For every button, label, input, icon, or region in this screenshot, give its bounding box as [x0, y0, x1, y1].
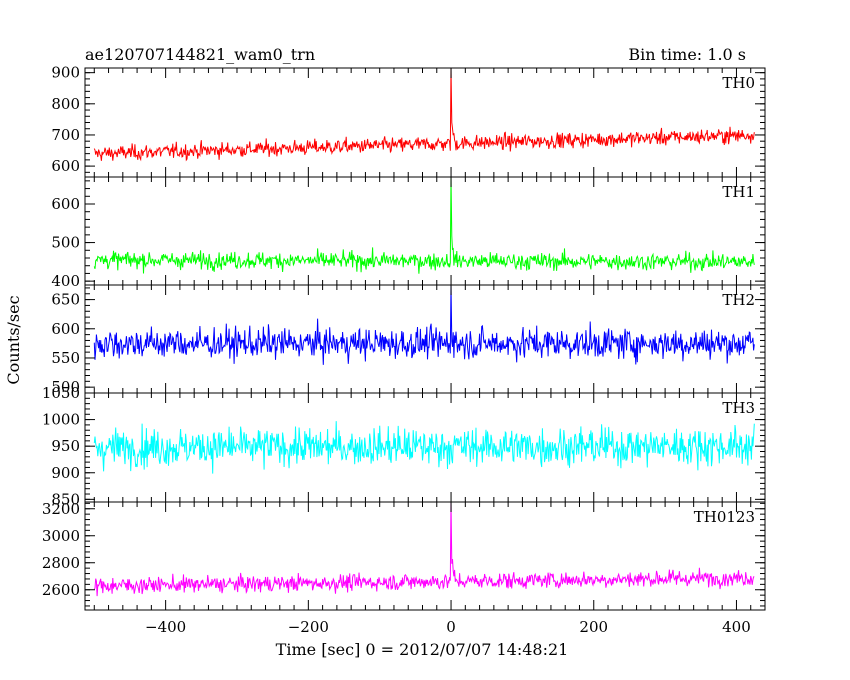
y-tick-label: 500	[51, 378, 80, 396]
panel-th0123: 2600 2800 3000 3200 TH0123	[42, 500, 766, 611]
panel-th1: 400 500 600 TH1	[51, 176, 766, 290]
panel-th2: 500 550 600 650 TH2	[51, 284, 766, 396]
x-tick-label: −200	[288, 618, 329, 636]
series-line-th3	[93, 421, 755, 474]
panel-th0: 600 700 800 900 TH0	[51, 64, 766, 178]
panel-th3: 850 900 950 1000 1050 TH3	[42, 384, 766, 508]
y-tick-label: 600	[51, 195, 80, 213]
series-label-th0: TH0	[722, 74, 755, 92]
y-tick-label: 400	[51, 272, 80, 290]
x-tick-label: 400	[722, 618, 751, 636]
panel-frame	[84, 501, 766, 611]
y-tick-label: 850	[51, 490, 80, 508]
series-label-th3: TH3	[722, 399, 755, 417]
series-line-th2	[93, 285, 755, 365]
bin-time-label: Bin time: 1.0 s	[628, 45, 746, 64]
x-tick-label: 0	[446, 618, 456, 636]
series-line-th0123	[93, 502, 755, 597]
plot-title: ae120707144821_wam0_trn	[85, 45, 315, 64]
y-tick-label: 1000	[42, 411, 80, 429]
series-label-th1: TH1	[722, 183, 755, 201]
x-tick-label: 200	[579, 618, 608, 636]
y-tick-label: 3000	[42, 527, 80, 545]
y-tick-label: 900	[51, 64, 80, 82]
series-label-th2: TH2	[722, 291, 755, 309]
panel-frame	[84, 176, 766, 286]
x-tick-label: −400	[145, 618, 186, 636]
y-tick-label: 2600	[42, 581, 80, 599]
series-label-th0123: TH0123	[694, 508, 755, 526]
y-tick-label: 900	[51, 464, 80, 482]
panels-group: 600 700 800 900 TH0 400 500 600 TH1 500 550 600 650 T…	[42, 64, 766, 636]
y-tick-label: 3200	[42, 500, 80, 518]
y-tick-label: 800	[51, 95, 80, 113]
y-tick-label: 550	[51, 349, 80, 367]
y-tick-label: 600	[51, 320, 80, 338]
y-axis-label: Counts/sec	[4, 295, 23, 384]
series-line-th0	[93, 68, 755, 162]
x-axis-label: Time [sec] 0 = 2012/07/07 14:48:21	[276, 640, 569, 659]
y-tick-label: 500	[51, 234, 80, 252]
series-line-th1	[93, 177, 755, 274]
panel-frame	[84, 67, 766, 178]
y-tick-label: 650	[51, 291, 80, 309]
y-tick-label: 950	[51, 437, 80, 455]
y-tick-label: 700	[51, 126, 80, 144]
y-tick-label: 600	[51, 157, 80, 175]
y-tick-label: 1050	[42, 384, 80, 402]
y-tick-label: 2800	[42, 554, 80, 572]
